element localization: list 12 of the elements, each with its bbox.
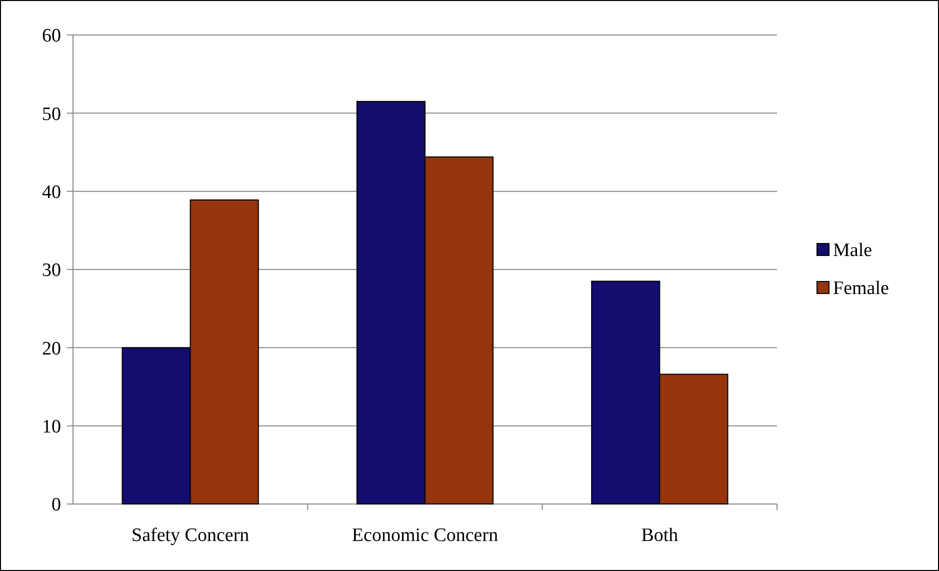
legend-label: Female [833, 278, 889, 300]
y-tick-label: 0 [52, 494, 61, 516]
y-tick-label: 20 [42, 338, 61, 360]
x-tick-label: Economic Concern [352, 525, 499, 546]
y-tick-label: 60 [42, 26, 61, 47]
y-tick-label: 30 [42, 260, 61, 282]
y-tick-label: 10 [42, 416, 61, 438]
y-tick-label: 40 [42, 182, 61, 203]
x-tick-label: Both [641, 525, 679, 546]
y-tick-label: 50 [42, 104, 61, 125]
x-tick-label: Safety Concern [132, 525, 250, 546]
legend-label: Male [833, 240, 872, 262]
